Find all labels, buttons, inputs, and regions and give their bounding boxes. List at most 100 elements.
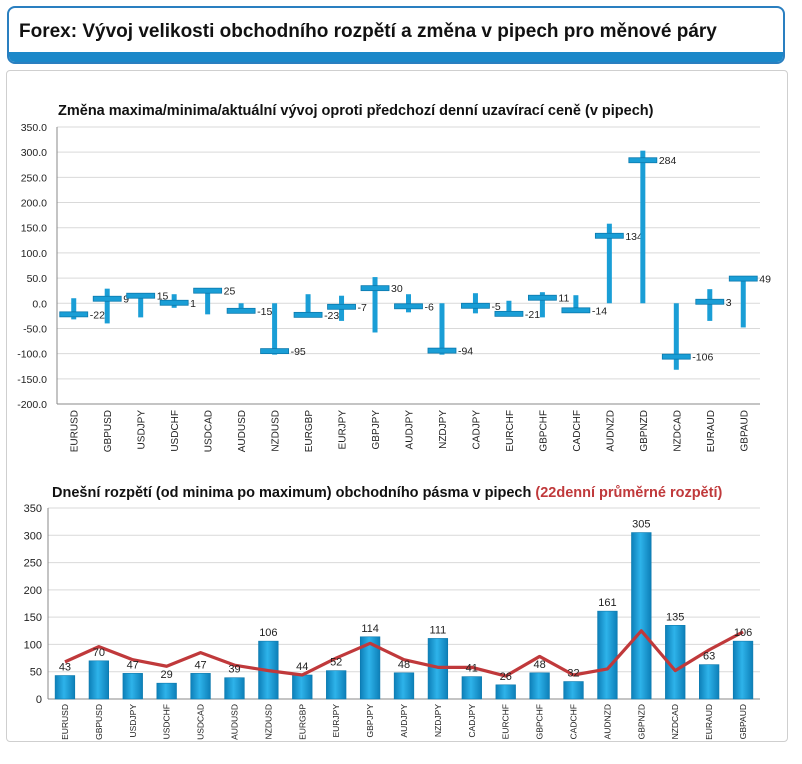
chart2-category-label: USDCAD xyxy=(196,704,206,740)
chart2-category-label: NZDJPY xyxy=(433,704,443,737)
chart1-range-bar xyxy=(104,288,110,324)
chart2-data-label: 48 xyxy=(398,659,410,671)
chart1-range-bar xyxy=(740,277,746,328)
chart1-data-label: -6 xyxy=(425,301,434,313)
chart2-category-label: USDJPY xyxy=(128,704,138,738)
chart1-data-label: -22 xyxy=(90,309,105,321)
chart1-current-marker xyxy=(126,292,156,299)
chart2-category-label: EURGBP xyxy=(297,704,307,740)
chart2-data-label: 111 xyxy=(430,624,447,636)
chart1-category-label: CADCHF xyxy=(572,410,583,452)
chart2-data-label: 39 xyxy=(228,664,240,676)
chart1-current-marker xyxy=(92,295,122,302)
chart2-ytick-label: 150 xyxy=(24,612,42,624)
chart1-data-label: -106 xyxy=(692,352,713,364)
chart2-bar xyxy=(665,625,686,700)
chart2-bar xyxy=(156,682,177,700)
chart2-data-label: 52 xyxy=(330,657,342,669)
chart1-current-marker xyxy=(360,285,390,292)
chart1-data-label: -94 xyxy=(458,346,473,358)
chart1-current-marker xyxy=(628,157,658,164)
chart1-data-label: 15 xyxy=(157,291,169,303)
chart1-current-marker xyxy=(59,311,89,318)
chart1-category-label: NZDJPY xyxy=(438,410,449,449)
chart1-category-label: EURAUD xyxy=(706,410,717,452)
chart1-category-label: USDJPY xyxy=(137,410,148,450)
chart2-data-label: 70 xyxy=(93,647,105,659)
chart2-data-label: 43 xyxy=(59,662,71,674)
chart2-bar xyxy=(495,684,516,700)
chart1-current-marker xyxy=(528,294,557,301)
chart1-current-marker xyxy=(226,307,256,314)
chart2-category-label: GBPUSD xyxy=(94,704,104,740)
chart2-category-label: GBPJPY xyxy=(365,704,375,738)
chart2-category-label: NZDUSD xyxy=(263,704,273,739)
chart1-data-label: 3 xyxy=(726,297,732,309)
chart2-ytick-label: 50 xyxy=(30,667,42,679)
chart2-category-label: EURCHF xyxy=(501,704,511,739)
chart1-current-marker xyxy=(327,303,356,310)
chart1-data-label: 134 xyxy=(625,231,643,243)
chart1-data-label: 1 xyxy=(190,298,196,310)
chart2-bar xyxy=(393,672,415,700)
chart1-category-label: EURCHF xyxy=(505,410,516,452)
chart1-ytick-label: -100.0 xyxy=(17,349,47,361)
chart1-data-label: 284 xyxy=(659,155,677,167)
chart1-range-bar xyxy=(506,300,512,316)
chart2-average-line xyxy=(64,629,744,678)
chart1-ytick-label: 100.0 xyxy=(21,248,47,260)
chart1-data-label: -5 xyxy=(491,301,500,313)
chart1-current-marker xyxy=(561,307,591,314)
chart2-ytick-label: 350 xyxy=(24,503,42,515)
chart1-ytick-label: 200.0 xyxy=(21,198,47,210)
chart2-category-label: CADCHF xyxy=(569,704,579,739)
chart1-data-label: 9 xyxy=(123,294,129,306)
chart2-bar xyxy=(732,640,754,700)
chart1-data-label: -7 xyxy=(358,302,367,314)
chart2-data-label: 32 xyxy=(567,668,579,680)
chart1-category-label: USDCHF xyxy=(170,410,181,452)
chart2-category-label: GBPAUD xyxy=(738,704,748,739)
chart2-data-label: 63 xyxy=(703,651,715,663)
chart2-bar xyxy=(292,674,313,700)
chart1-category-label: GBPNZD xyxy=(639,410,650,452)
chart1-category-label: EURGBP xyxy=(304,410,315,453)
chart2-ytick-label: 100 xyxy=(24,639,42,651)
chart1-range-bar xyxy=(272,303,278,355)
chart2-data-label: 305 xyxy=(632,519,650,531)
header-accent-bar xyxy=(9,52,783,62)
chart1-category-label: AUDJPY xyxy=(405,410,416,450)
chart2-bar xyxy=(699,664,720,700)
chart2-title: Dnešní rozpětí (od minima po maximum) ob… xyxy=(52,485,722,501)
chart1-ytick-label: -150.0 xyxy=(17,374,47,386)
chart2-category-label: CADJPY xyxy=(467,704,477,738)
chart2-bar xyxy=(122,673,143,700)
chart2-category-label: GBPCHF xyxy=(535,704,545,739)
chart2-bar xyxy=(461,676,482,700)
chart2-data-label: 29 xyxy=(161,669,173,681)
chart1-current-marker xyxy=(728,275,758,282)
chart1-range-bar xyxy=(406,294,411,313)
chart2-category-label: AUDUSD xyxy=(229,704,239,740)
chart1-range-bar xyxy=(640,150,646,304)
chart2-data-label: 47 xyxy=(194,659,206,671)
chart1-ytick-label: 250.0 xyxy=(21,172,47,184)
chart1-category-label: GBPJPY xyxy=(371,410,382,450)
chart1-current-marker xyxy=(661,353,691,360)
chart2-data-label: 106 xyxy=(734,627,752,639)
chart1-range-bar xyxy=(238,303,244,313)
chart1-current-marker xyxy=(695,298,725,305)
chart1-range-bar xyxy=(573,295,579,313)
chart1-current-marker xyxy=(427,347,457,354)
chart2-bar xyxy=(190,673,211,700)
chart2-data-label: 41 xyxy=(466,663,478,675)
chart1-ytick-label: 150.0 xyxy=(21,223,47,235)
chart1-ytick-label: 50.0 xyxy=(27,273,48,285)
chart1-category-label: USDCAD xyxy=(204,410,215,452)
chart1-data-label: -21 xyxy=(525,309,540,321)
chart2-data-label: 114 xyxy=(361,623,379,635)
chart1-current-marker xyxy=(594,232,624,239)
chart2-data-label: 44 xyxy=(296,661,308,673)
chart2-ytick-label: 200 xyxy=(24,585,42,597)
chart2-bar xyxy=(54,675,76,700)
